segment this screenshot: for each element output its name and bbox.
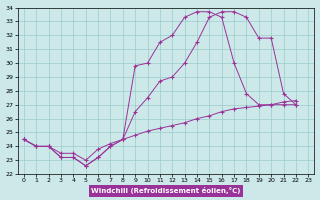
X-axis label: Windchill (Refroidissement éolien,°C): Windchill (Refroidissement éolien,°C) xyxy=(92,187,241,194)
